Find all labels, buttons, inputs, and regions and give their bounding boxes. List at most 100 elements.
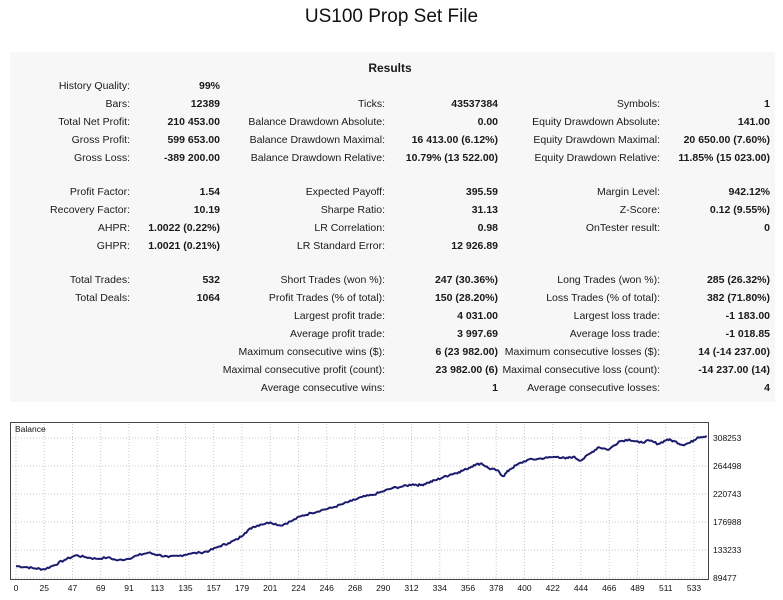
stat-label: Average loss trade:	[569, 328, 660, 340]
results-report: Results History Quality: 99% Bars: 12389 Tic…	[10, 52, 775, 402]
stat-value: -14 237.00 (14)	[698, 364, 770, 376]
stat-value: 395.59	[465, 186, 498, 198]
stat-label: Loss Trades (% of total):	[546, 292, 660, 304]
y-tick-label: 308253	[713, 433, 742, 443]
y-tick-label: 264498	[713, 461, 742, 471]
stat-value: -1 183.00	[725, 310, 770, 322]
stat-label: LR Correlation:	[314, 222, 385, 234]
x-tick-label: 378	[489, 583, 503, 593]
stat-label: Bars:	[105, 98, 130, 110]
stat-value: 1.54	[199, 186, 220, 198]
x-tick-label: 290	[376, 583, 390, 593]
stat-label: Average consecutive losses:	[527, 382, 660, 394]
y-tick-label: 220743	[713, 489, 742, 499]
stat-value: 0.12 (9.55%)	[709, 204, 770, 216]
stat-value: 4	[764, 382, 770, 394]
stat-value: 1.0022 (0.22%)	[148, 222, 220, 234]
stat-value: 141.00	[737, 116, 770, 128]
stat-label: Profit Trades (% of total):	[268, 292, 385, 304]
y-tick-label: 176988	[713, 517, 742, 527]
stat-value: 43537384	[451, 98, 498, 110]
stat-value: 4 031.00	[457, 310, 498, 322]
stat-value: 23 982.00 (6)	[435, 364, 498, 376]
x-tick-label: 201	[263, 583, 277, 593]
stat-value: 0.98	[477, 222, 498, 234]
chart-frame	[10, 422, 709, 580]
stat-value: 12389	[190, 98, 220, 110]
stat-label: History Quality:	[58, 80, 130, 92]
stat-label: Largest profit trade:	[293, 310, 385, 322]
stat-label: Sharpe Ratio:	[320, 204, 385, 216]
x-tick-label: 511	[659, 583, 673, 593]
x-tick-label: 113	[150, 583, 164, 593]
balance-chart-svg: 308253 264498 220743 176988 133233 89477 0 25 4…	[10, 422, 742, 593]
stat-label: Margin Level:	[596, 186, 660, 198]
stat-value: 16 413.00 (6.12%)	[411, 134, 498, 146]
stat-label: Maximum consecutive wins ($):	[238, 346, 385, 358]
stat-label: Symbols:	[616, 98, 660, 110]
stat-value: 10.79% (13 522.00)	[405, 152, 498, 164]
chart-title: Balance	[15, 424, 46, 434]
x-tick-label: 91	[124, 583, 134, 593]
x-axis-ticks: 0 25 47 69 91 113 135 157 179 201 224 246 268 290 312 3…	[14, 583, 702, 593]
stat-label: LR Standard Error:	[296, 240, 385, 252]
stat-value: 210 453.00	[167, 116, 220, 128]
stat-label: Z-Score:	[619, 204, 660, 216]
stat-label: Average consecutive wins:	[260, 382, 385, 394]
stat-value: 99%	[198, 80, 220, 92]
stat-label: Gross Profit:	[71, 134, 130, 146]
stat-value: 11.85% (15 023.00)	[678, 152, 770, 164]
stat-value: 942.12%	[728, 186, 770, 198]
stat-label: Balance Drawdown Absolute:	[248, 116, 385, 128]
x-tick-label: 444	[574, 583, 588, 593]
x-tick-label: 312	[404, 583, 418, 593]
y-tick-label: 89477	[713, 573, 737, 583]
x-tick-label: 466	[602, 583, 616, 593]
stat-label: Equity Drawdown Absolute:	[532, 116, 660, 128]
stat-value: 150 (28.20%)	[434, 292, 498, 304]
stat-value: 31.13	[471, 204, 498, 216]
stat-label: Balance Drawdown Relative:	[250, 152, 385, 164]
x-tick-label: 334	[433, 583, 447, 593]
stat-value: 12 926.89	[451, 240, 498, 252]
stat-label: Total Deals:	[75, 292, 130, 304]
stat-label: Ticks:	[357, 98, 385, 110]
stat-value: 20 650.00 (7.60%)	[683, 134, 770, 146]
stat-label: Gross Loss:	[73, 152, 130, 164]
x-tick-label: 179	[235, 583, 249, 593]
stat-value: 10.19	[193, 204, 220, 216]
x-tick-label: 25	[40, 583, 50, 593]
page-title: US100 Prop Set File	[304, 6, 479, 27]
stat-label: Short Trades (won %):	[280, 274, 385, 286]
stat-value: 532	[202, 274, 220, 286]
x-tick-label: 157	[207, 583, 221, 593]
stat-value: 1	[492, 382, 498, 394]
stat-label: Equity Drawdown Relative:	[534, 152, 660, 164]
balance-line	[15, 435, 708, 571]
results-title: Results	[368, 61, 412, 75]
x-tick-label: 47	[68, 583, 78, 593]
x-tick-label: 135	[178, 583, 192, 593]
x-tick-label: 69	[96, 583, 106, 593]
balance-chart: 308253 264498 220743 176988 133233 89477 0 25 4…	[10, 422, 778, 598]
stat-label: Expected Payoff:	[305, 186, 385, 198]
x-tick-label: 0	[14, 583, 19, 593]
stat-value: 599 653.00	[167, 134, 220, 146]
x-tick-label: 224	[291, 583, 305, 593]
x-tick-label: 533	[687, 583, 701, 593]
stat-value: 1064	[196, 292, 220, 304]
stat-value: 285 (26.32%)	[706, 274, 770, 286]
stat-value: -1 018.85	[725, 328, 770, 340]
x-tick-label: 246	[320, 583, 334, 593]
stat-label: Equity Drawdown Maximal:	[533, 134, 660, 146]
stat-label: Profit Factor:	[69, 186, 130, 198]
stat-label: Balance Drawdown Maximal:	[249, 134, 385, 146]
stat-value: 6 (23 982.00)	[435, 346, 498, 358]
stat-label: Total Net Profit:	[58, 116, 130, 128]
stat-label: Largest loss trade:	[573, 310, 660, 322]
stat-value: -389 200.00	[163, 152, 220, 164]
stat-label: Average profit trade:	[290, 328, 385, 340]
stat-label: Recovery Factor:	[50, 204, 130, 216]
x-tick-label: 400	[517, 583, 531, 593]
stat-label: Maximal consecutive profit (count):	[222, 364, 385, 376]
